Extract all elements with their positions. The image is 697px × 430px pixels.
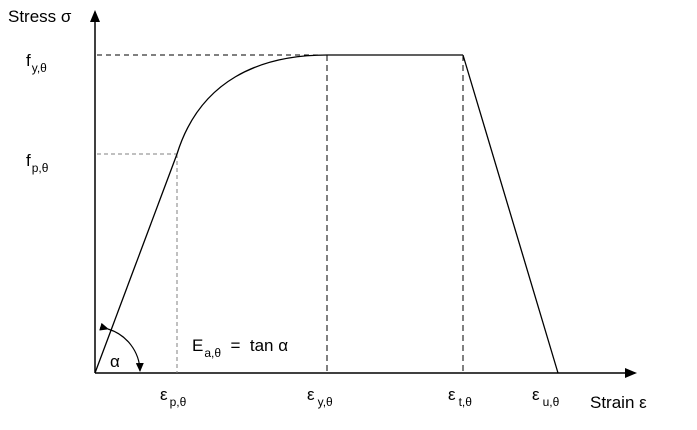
curve-elliptical-transition xyxy=(176,54,328,155)
curve-linear-elastic xyxy=(94,153,178,374)
x-tick-label-et: ε t,θ xyxy=(448,385,472,409)
y-tick-label-fp: fp,θ xyxy=(26,151,49,175)
modulus-annotation: Ea,θ = tan α xyxy=(192,336,288,360)
angle-alpha-arc xyxy=(99,322,144,372)
y-axis-title: Stress σ xyxy=(8,7,72,26)
x-axis-title: Strain ε xyxy=(590,393,647,412)
y-tick-label-fy: fy,θ xyxy=(26,51,47,75)
x-tick-label-ep: ε p,θ xyxy=(160,385,187,409)
x-tick-label-eu: ε u,θ xyxy=(532,385,560,409)
angle-alpha-label: α xyxy=(110,352,120,371)
x-tick-label-ey: ε y,θ xyxy=(307,385,333,409)
curve-descending-branch xyxy=(462,54,559,374)
